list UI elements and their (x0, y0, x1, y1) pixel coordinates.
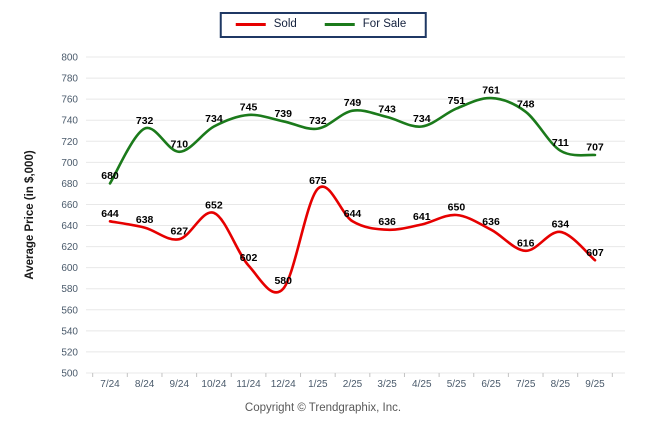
y-tick-label: 580 (61, 284, 78, 295)
y-tick-label: 800 (61, 53, 78, 64)
y-tick-label: 680 (61, 179, 78, 190)
data-point-label-sold: 627 (171, 226, 189, 238)
data-point-label-sold: 675 (309, 175, 327, 187)
y-tick-label: 640 (61, 221, 78, 232)
x-tick-label: 7/25 (516, 379, 536, 390)
series-sold: 644 638 627 652 602 580 675 644 636 641 650 636 616 6… (101, 175, 604, 294)
legend: Sold For Sale (219, 12, 427, 38)
y-tick-label: 600 (61, 263, 78, 274)
y-tick-label: 660 (61, 200, 78, 211)
data-point-label-sold: 602 (240, 252, 258, 264)
y-tick-label: 720 (61, 137, 78, 148)
data-point-label-sold: 650 (448, 202, 466, 214)
data-point-label-for-sale: 710 (171, 138, 189, 150)
x-tick-label: 10/24 (201, 379, 226, 390)
data-point-label-sold: 641 (413, 211, 431, 223)
x-tick-label: 12/24 (271, 379, 296, 390)
x-tick-label: 1/25 (308, 379, 328, 390)
series-line-for-sale (108, 96, 597, 185)
legend-item-sold: Sold (235, 18, 297, 31)
data-point-label-for-sale: 711 (552, 137, 569, 149)
data-point-label-sold: 638 (136, 214, 154, 226)
legend-item-for-sale: For Sale (324, 18, 407, 31)
y-axis-labels: 500 520 540 560 580 600 620 640 660 680 700 720 740 7… (61, 53, 78, 380)
data-point-label-for-sale: 745 (240, 101, 258, 113)
legend-label-for-sale: For Sale (362, 18, 407, 30)
data-point-label-sold: 580 (274, 275, 292, 287)
y-tick-label: 780 (61, 74, 78, 85)
data-point-label-for-sale: 707 (586, 141, 604, 153)
sold-line-swatch (235, 23, 266, 27)
data-point-label-sold: 607 (586, 247, 604, 259)
y-tick-label: 560 (61, 305, 78, 316)
data-point-label-sold: 652 (205, 199, 223, 211)
data-point-label-sold: 644 (101, 208, 119, 220)
data-point-label-for-sale: 761 (482, 85, 500, 97)
data-point-label-for-sale: 749 (344, 97, 362, 109)
x-tick-label: 8/24 (135, 379, 155, 390)
data-point-label-for-sale: 743 (378, 104, 396, 116)
data-point-label-for-sale: 751 (448, 95, 466, 107)
x-tick-label: 3/25 (377, 379, 397, 390)
x-tick-label: 11/24 (236, 379, 261, 390)
data-point-label-for-sale: 680 (101, 170, 119, 182)
legend-label-sold: Sold (273, 18, 297, 30)
for-sale-line-swatch (324, 23, 355, 27)
x-tick-label: 6/25 (481, 379, 501, 390)
data-point-label-sold: 636 (482, 216, 500, 228)
y-tick-label: 520 (61, 347, 78, 358)
data-point-label-for-sale: 748 (517, 98, 535, 110)
x-tick-label: 8/25 (551, 379, 571, 390)
data-point-label-for-sale: 734 (205, 113, 223, 125)
x-tick-label: 5/25 (447, 379, 467, 390)
x-axis: 7/24 8/24 9/24 10/24 11/24 12/24 1/25 2/25 3/25 4… (92, 373, 613, 390)
data-point-label-sold: 616 (517, 237, 535, 249)
copyright-text: Copyright © Trendgraphix, Inc. (244, 402, 402, 414)
x-tick-label: 7/24 (100, 379, 120, 390)
y-tick-label: 620 (61, 242, 78, 253)
x-tick-label: 9/24 (170, 379, 190, 390)
y-axis-title: Average Price (in $,000) (24, 150, 36, 280)
data-point-label-sold: 636 (378, 216, 396, 228)
data-point-label-for-sale: 734 (413, 113, 431, 125)
y-tick-label: 700 (61, 158, 78, 169)
series-line-sold (108, 185, 597, 294)
y-tick-label: 760 (61, 95, 78, 106)
data-point-label-for-sale: 739 (274, 108, 292, 120)
x-tick-label: 4/25 (412, 379, 432, 390)
y-tick-label: 540 (61, 326, 78, 337)
data-point-label-for-sale: 732 (309, 115, 327, 127)
series-for-sale: 680 732 710 734 745 739 732 749 743 734 751 761 748 7… (101, 85, 604, 185)
y-tick-label: 740 (61, 116, 78, 127)
data-point-label-for-sale: 732 (136, 115, 154, 127)
y-tick-label: 500 (61, 369, 78, 380)
x-tick-label: 9/25 (585, 379, 605, 390)
x-tick-label: 2/25 (343, 379, 363, 390)
data-point-label-sold: 634 (552, 218, 570, 230)
data-point-label-sold: 644 (344, 208, 362, 220)
